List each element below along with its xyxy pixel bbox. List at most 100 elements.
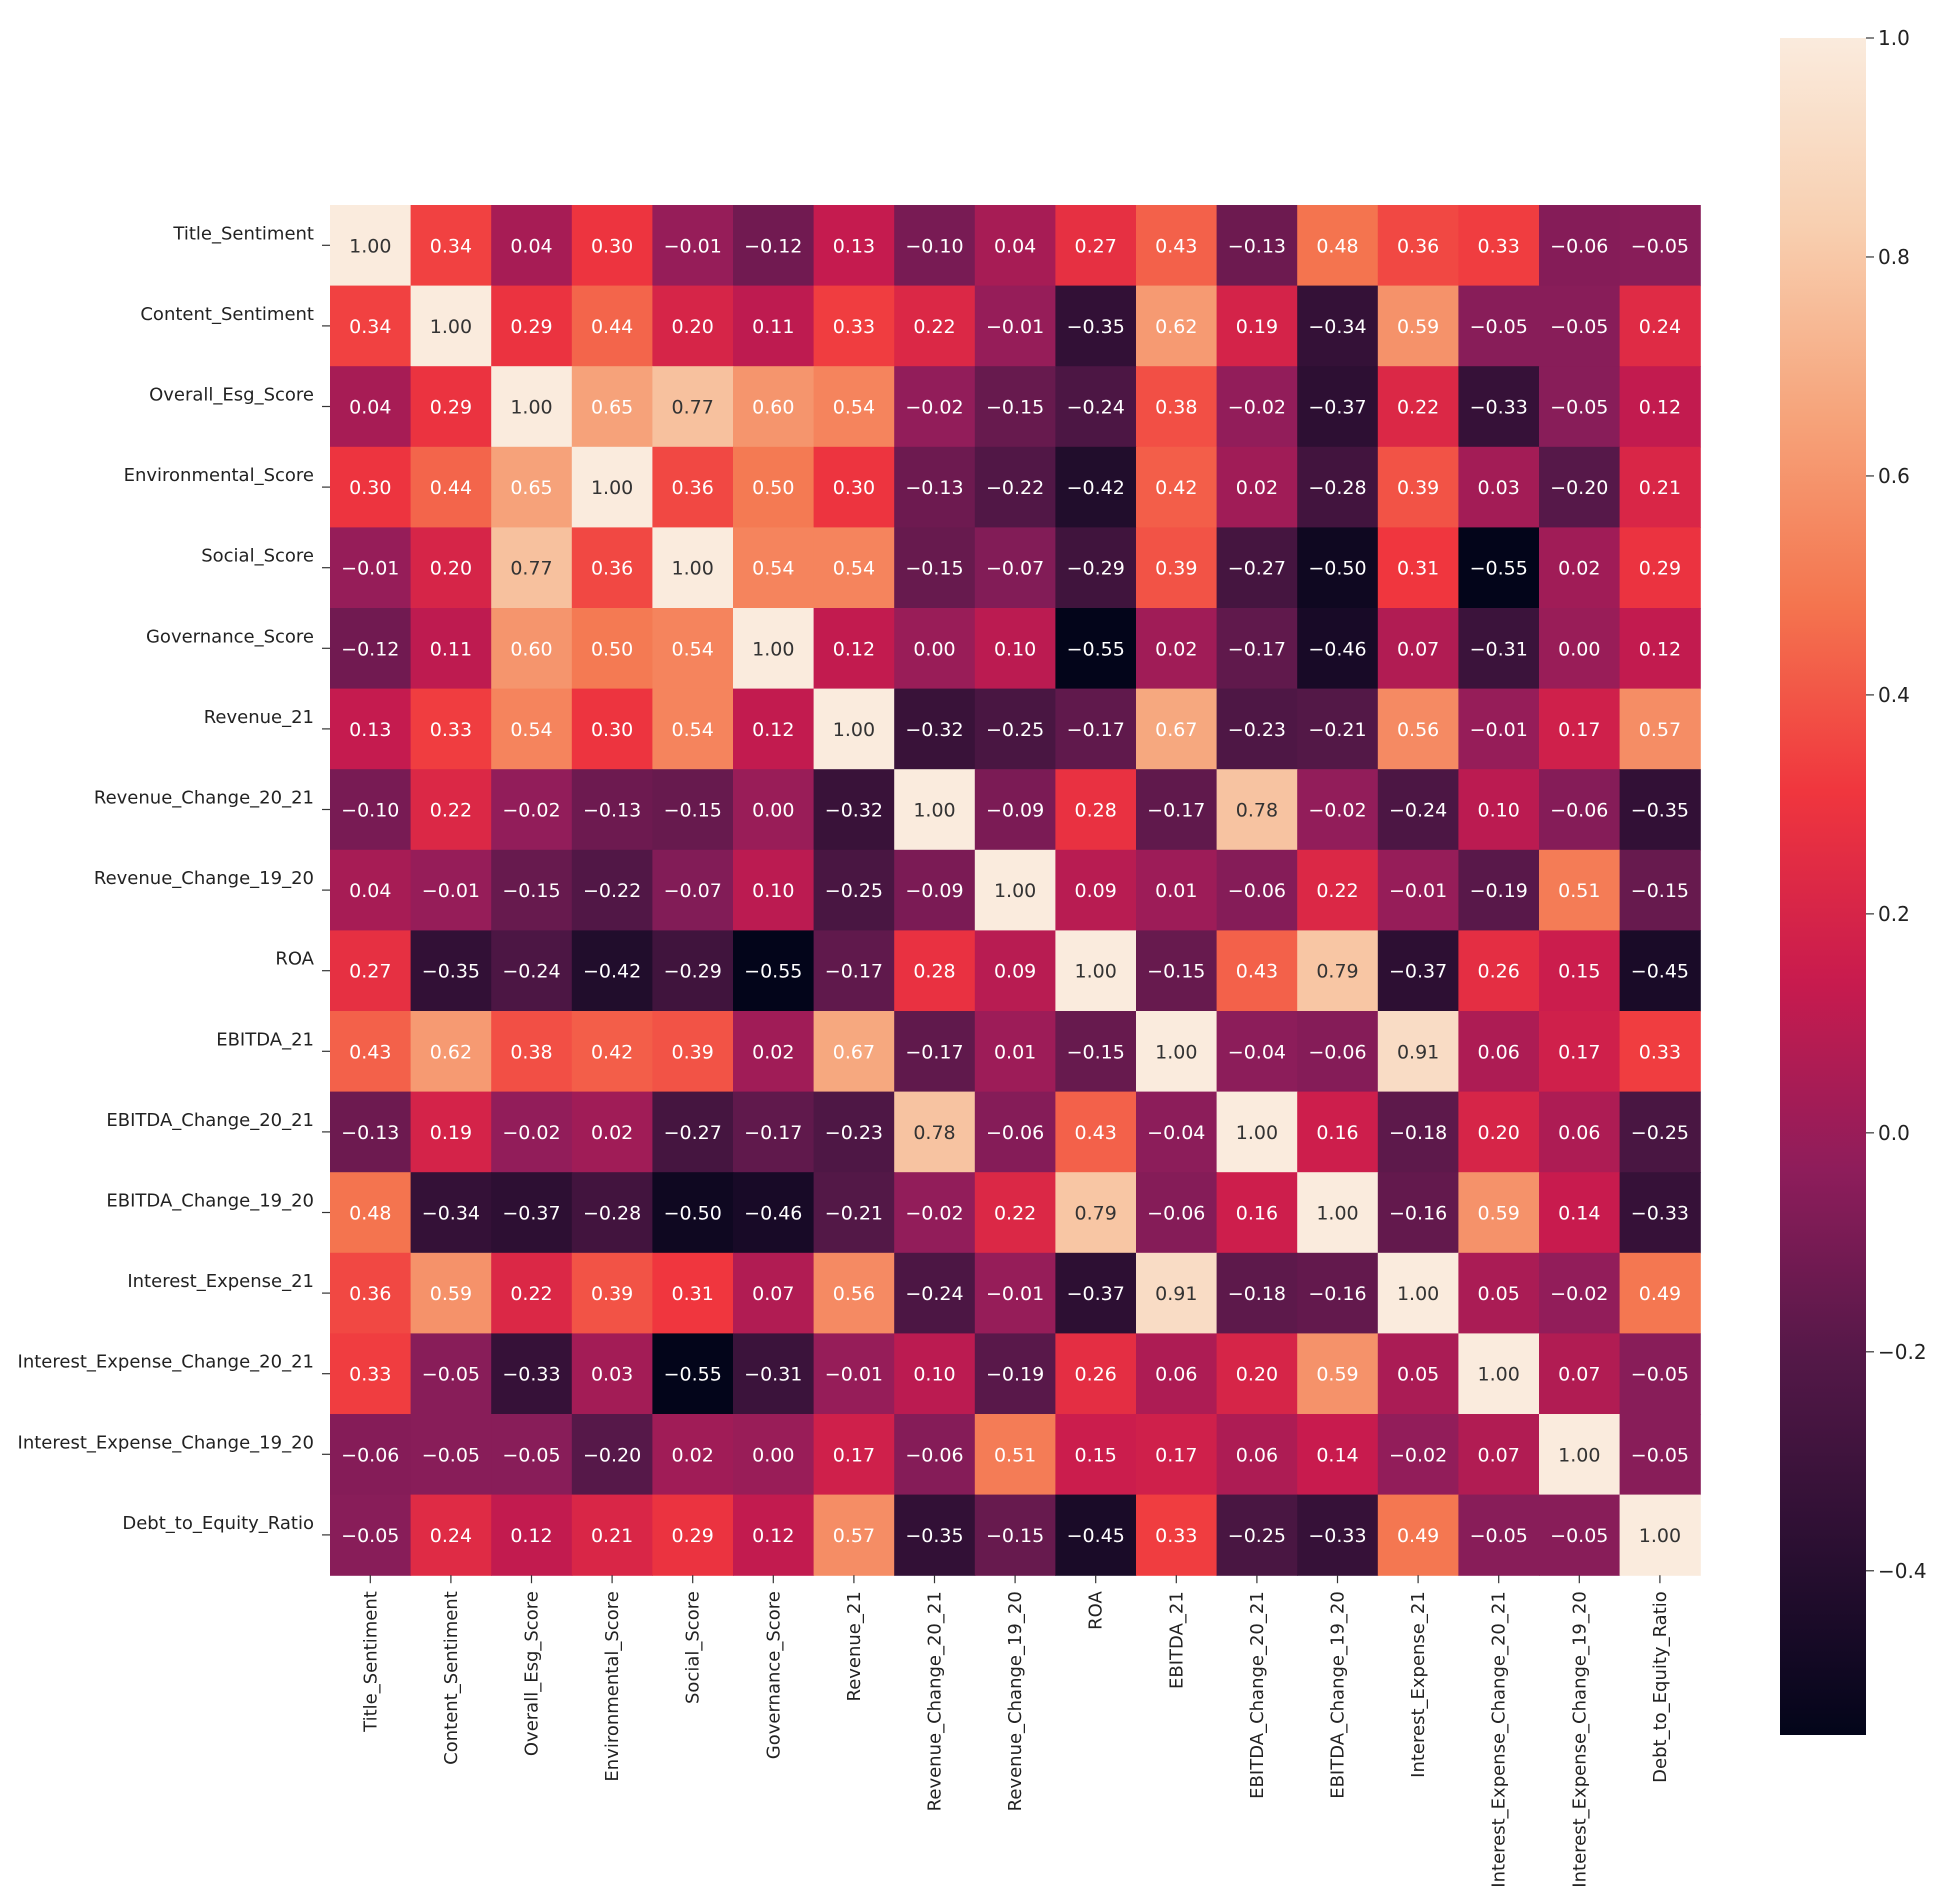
cell-value-label: 0.15 (1558, 961, 1600, 983)
colorbar-tick-label: 0.6 (1878, 464, 1910, 488)
heatmap-cell (1297, 1494, 1379, 1576)
heatmap-cell (1458, 527, 1540, 609)
cell-value-label: 0.17 (833, 1444, 875, 1466)
heatmap-cell (1458, 446, 1540, 528)
cell-value-label: 0.57 (833, 1525, 875, 1547)
heatmap-cell (1458, 1333, 1540, 1415)
heatmap-cell (491, 769, 573, 851)
heatmap-cell (1216, 1091, 1298, 1173)
cell-value-label: 0.33 (430, 719, 472, 741)
cell-value-label: −0.37 (502, 1203, 560, 1225)
heatmap-cell (330, 205, 412, 287)
heatmap-cell (491, 1091, 573, 1173)
colorbar-tick-label: 0.2 (1878, 902, 1910, 926)
heatmap-cell (330, 1172, 412, 1254)
cell-value-label: 0.39 (1155, 558, 1197, 580)
cell-value-label: −0.22 (986, 477, 1044, 499)
heatmap-cell (330, 1091, 412, 1173)
heatmap-cell (1539, 446, 1621, 528)
cell-value-label: −0.29 (1067, 558, 1125, 580)
heatmap-cell (974, 1252, 1056, 1334)
cell-value-label: −0.02 (905, 397, 963, 419)
heatmap-cell (491, 688, 573, 770)
row-label: Overall_Esg_Score (149, 385, 314, 406)
heatmap-cell (491, 1494, 573, 1576)
cell-value-label: 0.42 (1155, 477, 1197, 499)
heatmap-cell (1136, 285, 1218, 367)
cell-value-label: 0.43 (349, 1041, 391, 1063)
cell-value-label: −0.07 (986, 558, 1044, 580)
heatmap-cell (652, 1494, 734, 1576)
cell-value-label: 0.06 (1236, 1444, 1278, 1466)
heatmap-cell (733, 1252, 815, 1334)
heatmap-cell (1377, 527, 1459, 609)
cell-value-label: −0.01 (1389, 880, 1447, 902)
heatmap-cell (1297, 1333, 1379, 1415)
cell-value-label: 0.33 (1639, 1041, 1681, 1063)
heatmap-cell (974, 688, 1056, 770)
heatmap-cell (1297, 285, 1379, 367)
cell-value-label: −0.19 (1470, 880, 1528, 902)
cell-value-label: −0.01 (341, 558, 399, 580)
heatmap-cell (974, 1091, 1056, 1173)
cell-value-label: 0.01 (994, 1041, 1036, 1063)
cell-value-label: −0.07 (664, 880, 722, 902)
heatmap-cell (733, 1011, 815, 1093)
cell-value-label: 0.79 (1316, 961, 1358, 983)
heatmap-cell (491, 608, 573, 690)
cell-value-label: 0.00 (752, 800, 794, 822)
heatmap-cell (330, 527, 412, 609)
cell-value-label: −0.35 (422, 961, 480, 983)
colorbar-tick-label: 1.0 (1878, 26, 1910, 50)
cell-value-label: 0.28 (1075, 800, 1117, 822)
cell-value-label: 0.56 (833, 1283, 875, 1305)
heatmap-cell (1297, 446, 1379, 528)
cell-value-label: −0.17 (1228, 638, 1286, 660)
row-label: EBITDA_Change_20_21 (106, 1110, 314, 1131)
cell-value-label: −0.15 (986, 1525, 1044, 1547)
cell-value-label: 0.10 (752, 880, 794, 902)
column-label: Debt_to_Equity_Ratio (1650, 1591, 1671, 1783)
heatmap-cell (1619, 1414, 1701, 1496)
heatmap-cell (1539, 285, 1621, 367)
heatmap-cell (652, 446, 734, 528)
heatmap-cell (1539, 769, 1621, 851)
cell-value-label: −0.02 (502, 800, 560, 822)
heatmap-cell (1458, 688, 1540, 770)
column-label: EBITDA_Change_19_20 (1328, 1591, 1349, 1799)
cell-value-label: 0.42 (591, 1041, 633, 1063)
heatmap-cell (410, 1091, 492, 1173)
heatmap-cell (491, 1011, 573, 1093)
cell-value-label: −0.17 (744, 1122, 802, 1144)
cell-value-label: 0.65 (510, 477, 552, 499)
heatmap-cell (733, 1333, 815, 1415)
heatmap-cell (974, 1011, 1056, 1093)
cell-value-label: −0.23 (1228, 719, 1286, 741)
heatmap-cell (813, 769, 895, 851)
column-label: Interest_Expense_21 (1408, 1591, 1429, 1778)
cell-value-label: 0.22 (430, 800, 472, 822)
cell-value-label: −0.22 (583, 880, 641, 902)
cell-value-label: −0.01 (1470, 719, 1528, 741)
cell-value-label: 0.57 (1639, 719, 1681, 741)
heatmap-cell (1458, 930, 1540, 1012)
colorbar-tick-label: 0.4 (1878, 683, 1910, 707)
heatmap-cell (1216, 930, 1298, 1012)
column-label: Revenue_21 (844, 1591, 865, 1701)
cell-value-label: −0.05 (341, 1525, 399, 1547)
heatmap-cell (1055, 366, 1137, 448)
cell-value-label: −0.01 (986, 1283, 1044, 1305)
row-labels: Title_Sentiment Content_Sentiment Overall_… (18, 223, 330, 1536)
heatmap-cell (1458, 608, 1540, 690)
heatmap-cell (410, 608, 492, 690)
cell-value-label: −0.19 (986, 1364, 1044, 1386)
heatmap-cell (1055, 1414, 1137, 1496)
colorbar-tick-label: 0.8 (1878, 245, 1910, 269)
cell-value-label: 0.17 (1558, 719, 1600, 741)
heatmap-cell (330, 1414, 412, 1496)
row-label: EBITDA_21 (216, 1029, 314, 1050)
cell-value-label: −0.15 (1147, 961, 1205, 983)
cell-value-label: 1.00 (833, 719, 875, 741)
heatmap-cell (1619, 608, 1701, 690)
heatmap-cell (894, 1091, 976, 1173)
